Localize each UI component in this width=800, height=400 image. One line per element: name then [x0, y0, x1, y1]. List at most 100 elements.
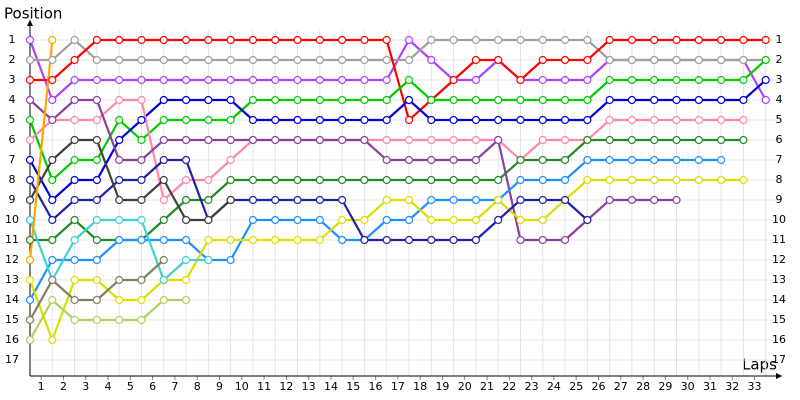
y-tick-label: 13	[5, 273, 19, 286]
lap-marker	[115, 235, 124, 245]
x-tick-label: 14	[324, 380, 338, 393]
lap-marker	[538, 115, 547, 125]
lap-marker	[494, 215, 503, 225]
lap-marker	[48, 255, 57, 265]
lap-marker	[70, 275, 79, 285]
lap-marker	[248, 195, 258, 205]
lap-marker	[494, 195, 503, 205]
lap-marker	[382, 55, 391, 65]
lap-marker	[115, 75, 124, 85]
lap-marker	[717, 55, 726, 65]
lap-marker	[159, 275, 168, 285]
lap-marker	[650, 155, 659, 165]
lap-marker	[761, 75, 770, 85]
lap-marker	[694, 55, 703, 65]
lap-marker	[694, 75, 703, 85]
lap-marker	[181, 35, 191, 45]
lap-marker	[137, 75, 146, 85]
y-tick-label-right: 5	[776, 113, 783, 126]
x-tick-label: 1	[38, 380, 45, 393]
lap-marker	[115, 135, 124, 145]
lap-marker	[583, 155, 592, 165]
lap-marker	[315, 95, 324, 105]
lap-marker	[248, 75, 258, 85]
lap-marker	[717, 135, 726, 145]
lap-marker	[70, 295, 79, 305]
lap-marker	[382, 215, 391, 225]
y-tick-label: 16	[5, 333, 19, 346]
lap-marker	[739, 95, 748, 105]
lap-marker	[583, 115, 592, 125]
lap-marker	[48, 295, 57, 305]
lap-marker	[159, 115, 168, 125]
x-tick-label: 17	[391, 380, 405, 393]
series-line	[29, 79, 767, 202]
y-tick-label-right: 12	[772, 253, 786, 266]
lap-marker	[761, 35, 770, 45]
lap-marker	[583, 95, 592, 105]
y-tick-label: 14	[5, 293, 19, 306]
lap-marker	[449, 215, 458, 225]
x-tick-label: 21	[480, 380, 494, 393]
x-tick-label: 18	[413, 380, 427, 393]
lap-marker	[404, 175, 414, 185]
x-tick-label: 6	[149, 380, 156, 393]
lap-marker	[92, 175, 101, 185]
lap-marker	[159, 55, 168, 65]
lap-marker	[494, 95, 503, 105]
lap-marker	[137, 175, 146, 185]
lap-marker	[181, 295, 191, 305]
lap-marker	[650, 175, 659, 185]
lap-marker	[650, 55, 659, 65]
x-tick-label: 32	[725, 380, 739, 393]
lap-marker	[315, 115, 324, 125]
lap-marker	[560, 235, 570, 245]
lap-marker	[92, 115, 101, 125]
lap-marker	[360, 115, 369, 125]
lap-marker	[137, 235, 146, 245]
lap-marker	[605, 35, 614, 45]
lap-marker	[627, 75, 637, 85]
lap-marker	[25, 95, 35, 105]
x-tick-label: 13	[302, 380, 316, 393]
lap-marker	[25, 295, 35, 305]
y-tick-label: 10	[5, 213, 19, 226]
lap-marker	[338, 35, 347, 45]
x-tick-label: 10	[235, 380, 249, 393]
lap-marker	[137, 135, 146, 145]
lap-marker	[694, 95, 703, 105]
lap-marker	[404, 75, 414, 85]
lap-marker	[115, 315, 124, 325]
lap-marker	[560, 95, 570, 105]
lap-marker	[25, 55, 35, 65]
lap-marker	[650, 195, 659, 205]
lap-marker	[494, 115, 503, 125]
lap-marker	[627, 195, 637, 205]
lap-marker	[427, 35, 436, 45]
lap-marker	[382, 115, 391, 125]
x-tick-label: 29	[658, 380, 672, 393]
lap-marker	[739, 135, 748, 145]
lap-marker	[605, 155, 614, 165]
lap-marker	[338, 235, 347, 245]
lap-marker	[70, 235, 79, 245]
lap-marker	[25, 175, 35, 185]
lap-marker	[204, 95, 213, 105]
lap-marker	[404, 195, 414, 205]
lap-marker	[471, 235, 480, 245]
lap-marker	[471, 155, 480, 165]
lap-marker	[115, 175, 124, 185]
lap-marker	[694, 115, 703, 125]
lap-marker	[717, 75, 726, 85]
lap-marker	[25, 35, 35, 45]
x-tick-label: 25	[569, 380, 583, 393]
lap-marker	[92, 255, 101, 265]
lap-marker	[538, 195, 547, 205]
lap-marker	[382, 235, 391, 245]
lap-marker	[717, 35, 726, 45]
lap-marker	[70, 75, 79, 85]
lap-marker	[404, 95, 414, 105]
lap-marker	[471, 115, 480, 125]
series-line	[28, 59, 767, 182]
